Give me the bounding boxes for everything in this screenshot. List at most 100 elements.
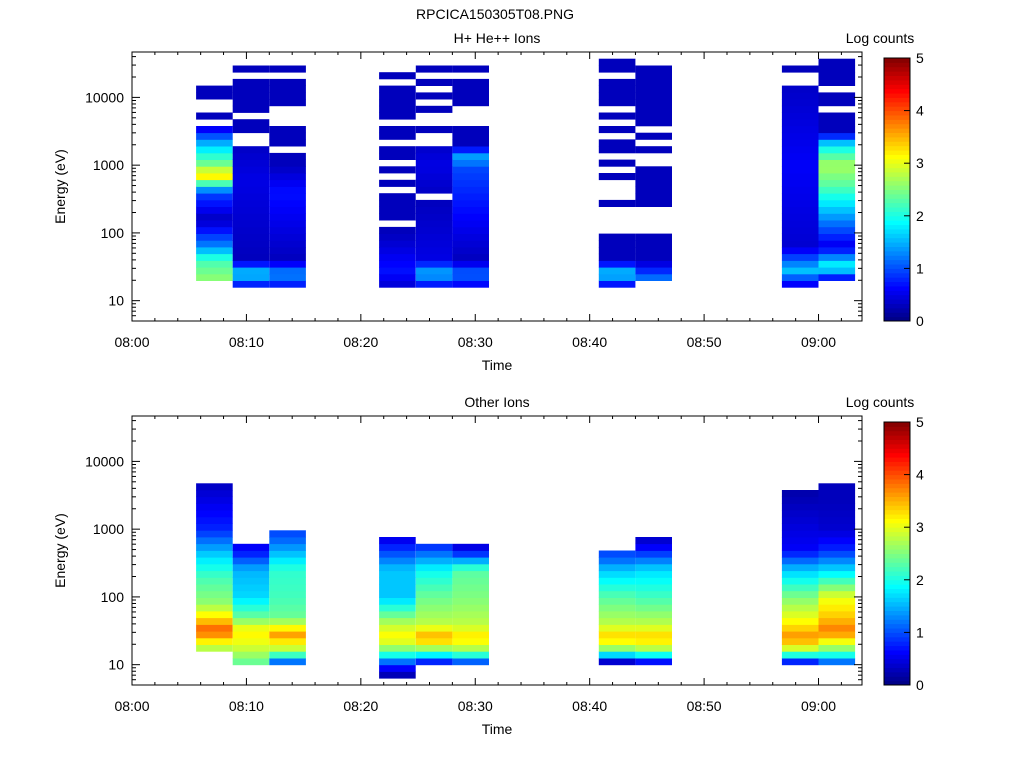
colorbar-tick-label: 2	[916, 572, 924, 588]
heatmap-cell	[196, 112, 233, 120]
colorbar-segment	[884, 649, 910, 655]
heatmap-cell	[635, 537, 672, 545]
heatmap-cell	[818, 112, 856, 120]
heatmap-cell	[818, 92, 856, 100]
heatmap-cell	[269, 273, 306, 281]
heatmap-cell	[452, 92, 489, 100]
colorbar-tick-label: 0	[916, 677, 924, 693]
heatmap-cell	[598, 173, 636, 181]
heatmap-cell	[598, 624, 636, 632]
colorbar-segment	[884, 492, 910, 498]
heatmap-cell	[452, 260, 489, 268]
heatmap-cell	[598, 65, 636, 73]
heatmap-cell	[635, 624, 672, 632]
heatmap-cell	[269, 617, 306, 625]
heatmap-cell	[269, 159, 306, 167]
heatmap-cell	[452, 280, 489, 288]
heatmap-cell	[781, 570, 819, 578]
heatmap-cell	[196, 516, 233, 524]
heatmap-cell	[781, 280, 819, 288]
colorbar-segment	[884, 457, 910, 462]
heatmap-cell	[818, 590, 856, 598]
heatmap-cell	[452, 577, 489, 585]
heatmap-cell	[232, 550, 270, 558]
heatmap-cell	[781, 92, 819, 100]
heatmap-cell	[196, 483, 233, 491]
heatmap-cell	[232, 226, 270, 234]
heatmap-cell	[379, 85, 416, 93]
heatmap-cell	[452, 247, 489, 255]
colorbar-segment	[884, 281, 910, 287]
heatmap-cell	[635, 85, 672, 93]
heatmap-cell	[635, 112, 672, 120]
heatmap-cell	[232, 152, 270, 160]
heatmap-cell	[818, 58, 856, 66]
heatmap-cell	[781, 99, 819, 107]
colorbar-segment	[884, 426, 910, 432]
heatmap-cell	[635, 611, 672, 619]
heatmap-cell	[379, 604, 416, 612]
heatmap-cell	[598, 604, 636, 612]
heatmap-cell	[379, 152, 416, 160]
colorbar-segment	[884, 246, 910, 252]
colorbar-segment	[884, 176, 910, 182]
colorbar-segment	[884, 268, 910, 274]
colorbar-segment	[884, 233, 910, 239]
heatmap-cell	[635, 240, 672, 248]
heatmap-cell	[415, 604, 453, 612]
heatmap-cell	[269, 624, 306, 632]
colorbar-segment	[884, 645, 910, 651]
heatmap-cell	[196, 273, 233, 281]
colorbar-segment	[884, 220, 910, 226]
colorbar-segment	[884, 584, 910, 590]
heatmap-cell	[232, 193, 270, 201]
heatmap-cell	[415, 199, 453, 207]
heatmap-cell	[415, 631, 453, 639]
colorbar-segment	[884, 487, 910, 493]
heatmap-cell	[196, 611, 233, 619]
colorbar-segment	[884, 588, 910, 594]
heatmap-cell	[415, 179, 453, 187]
colorbar-segment	[884, 527, 910, 533]
heatmap-cell	[635, 247, 672, 255]
heatmap-cell	[415, 146, 453, 154]
heatmap-cell	[415, 617, 453, 625]
heatmap-cell	[196, 85, 233, 93]
heatmap-cell	[635, 253, 672, 261]
colorbar-segment	[884, 264, 910, 269]
colorbar-segment	[884, 294, 910, 300]
heatmap-cell	[635, 273, 672, 281]
heatmap-cell	[379, 179, 416, 187]
heatmap-cell	[269, 651, 306, 659]
heatmap-cell	[379, 617, 416, 625]
colorbar-segment	[884, 255, 910, 261]
heatmap-cell	[415, 597, 453, 605]
heatmap-cell	[818, 550, 856, 558]
heatmap-cell	[379, 253, 416, 261]
colorbar-segment	[884, 167, 910, 173]
colorbar-segment	[884, 483, 910, 489]
colorbar-segment	[884, 290, 910, 296]
heatmap-cell	[415, 253, 453, 261]
heatmap-cell	[379, 658, 416, 666]
heatmap-cell	[196, 233, 233, 241]
colorbar-segment	[884, 509, 910, 515]
heatmap-cell	[635, 105, 672, 113]
colorbar-segment	[884, 575, 910, 581]
y-tick-label: 10	[108, 657, 124, 673]
colorbar-segment	[884, 474, 910, 480]
heatmap-cell	[598, 617, 636, 625]
heatmap-cell	[781, 126, 819, 134]
heatmap-cell	[818, 173, 856, 181]
colorbar-segment	[884, 250, 910, 256]
heatmap-cell	[379, 146, 416, 154]
heatmap-cell	[598, 631, 636, 639]
heatmap-cell	[269, 253, 306, 261]
heatmap-cell	[452, 631, 489, 639]
heatmap-cell	[452, 193, 489, 201]
colorbar-segment	[884, 571, 910, 576]
heatmap-cell	[635, 597, 672, 605]
heatmap-cell	[598, 92, 636, 100]
heatmap-cell	[269, 584, 306, 592]
heatmap-cell	[781, 273, 819, 281]
